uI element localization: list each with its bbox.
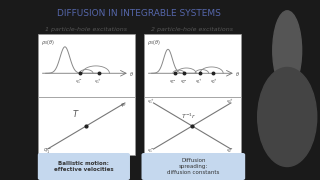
Bar xyxy=(144,97,241,155)
Circle shape xyxy=(273,11,302,90)
Text: Diffusion
spreading:
diffusion constants: Diffusion spreading: diffusion constants xyxy=(167,158,220,175)
Text: $\rho_0(\theta)$: $\rho_0(\theta)$ xyxy=(147,38,160,47)
Text: $T^{-1}r$: $T^{-1}r$ xyxy=(180,112,196,121)
Text: $q_2^+$: $q_2^+$ xyxy=(226,97,234,106)
Ellipse shape xyxy=(258,68,317,166)
Text: $q_1^+$: $q_1^+$ xyxy=(196,77,203,86)
Bar xyxy=(38,34,135,97)
Bar xyxy=(144,34,241,97)
Text: $q_2^+$: $q_2^+$ xyxy=(210,77,217,86)
Text: 1 particle-hole excitations: 1 particle-hole excitations xyxy=(45,27,127,32)
Text: DIFFUSION IN INTEGRABLE SYSTEMS: DIFFUSION IN INTEGRABLE SYSTEMS xyxy=(57,9,221,18)
Text: $q_1^-$: $q_1^-$ xyxy=(75,78,82,86)
Text: $q_2^-$: $q_2^-$ xyxy=(226,147,234,155)
Text: $q_1^-$: $q_1^-$ xyxy=(169,78,176,86)
Text: Ballistic motion:
effective velocities: Ballistic motion: effective velocities xyxy=(54,161,114,172)
Text: $T$: $T$ xyxy=(72,108,79,119)
Bar xyxy=(38,97,135,155)
Text: $\theta$: $\theta$ xyxy=(129,70,134,78)
Text: $\theta$: $\theta$ xyxy=(235,70,240,78)
FancyBboxPatch shape xyxy=(141,153,245,180)
Text: $\rho_0(\theta)$: $\rho_0(\theta)$ xyxy=(41,38,54,47)
Text: $q_1^-$: $q_1^-$ xyxy=(147,147,154,155)
Text: $q_1^+$: $q_1^+$ xyxy=(147,97,154,106)
FancyBboxPatch shape xyxy=(38,153,130,180)
Text: 2 particle-hole excitations: 2 particle-hole excitations xyxy=(151,27,233,32)
Text: $q_2^-$: $q_2^-$ xyxy=(180,78,187,86)
Text: $q_1^-$: $q_1^-$ xyxy=(43,146,51,155)
Text: $q_1^+$: $q_1^+$ xyxy=(94,77,101,86)
Text: $\varphi_r$: $\varphi_r$ xyxy=(120,101,127,109)
